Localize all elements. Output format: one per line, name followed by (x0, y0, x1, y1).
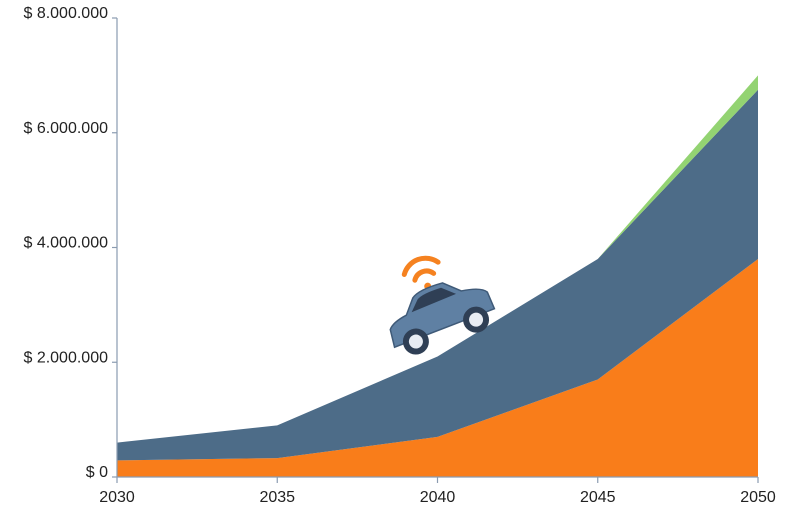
y-tick-label: $ 4.000.000 (23, 235, 108, 252)
plot-area (117, 75, 758, 477)
y-tick-label: $ 8.000.000 (23, 5, 108, 22)
area (117, 258, 758, 477)
x-tick-label: 2030 (99, 489, 135, 506)
y-tick-label: $ 2.000.000 (23, 349, 108, 366)
car-icon (389, 255, 496, 355)
x-tick-label: 2045 (580, 489, 616, 506)
y-tick-label: $ 6.000.000 (23, 120, 108, 137)
area (117, 89, 758, 461)
x-tick-label: 2040 (420, 489, 456, 506)
x-tick-label: 2035 (259, 489, 295, 506)
y-tick-label: $ 0 (86, 464, 108, 481)
x-tick-label: 2050 (740, 489, 776, 506)
